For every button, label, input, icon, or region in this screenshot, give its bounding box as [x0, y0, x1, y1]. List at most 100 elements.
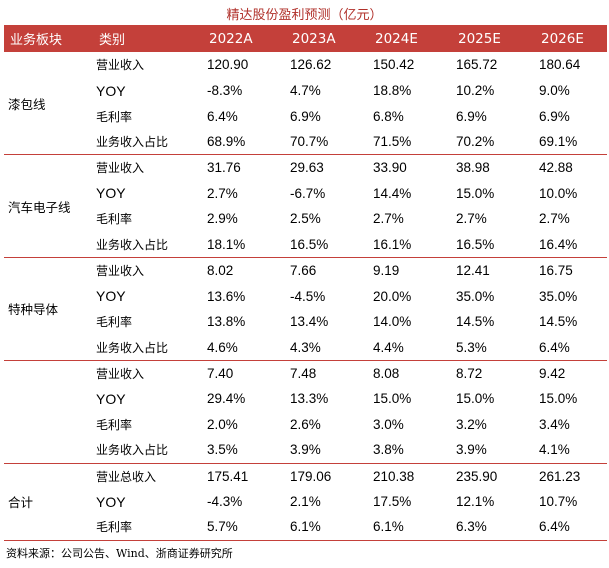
segment-name: 合计: [4, 463, 93, 541]
table-row: 毛利率 6.4% 6.9% 6.8% 6.9% 6.9%: [4, 103, 607, 129]
cell-value: 6.3%: [441, 514, 524, 541]
table-row: 业务收入占比 68.9% 70.7% 71.5% 70.2% 69.1%: [4, 129, 607, 156]
cell-value: 20.0%: [373, 288, 412, 304]
cell-value: 31.76: [207, 160, 241, 176]
table-row: 毛利率 5.7% 6.1% 6.1% 6.3% 6.4%: [4, 514, 607, 541]
cell-value: 8.08: [373, 365, 400, 381]
cell-value: 175.41: [207, 468, 249, 484]
cell-value: 29.4%: [207, 391, 246, 407]
cell-value: 2.7%: [207, 185, 238, 201]
cell-value: 2.5%: [290, 211, 321, 227]
cell-value: 69.1%: [524, 129, 607, 156]
cell-value: 3.8%: [358, 437, 441, 464]
cell-value: 17.5%: [373, 494, 412, 510]
cell-value: 5.7%: [192, 514, 275, 541]
cell-value: 2.0%: [207, 416, 238, 432]
table-row: 特种导体 营业收入 8.02 7.66 9.19 12.41 16.75: [4, 257, 607, 361]
cell-value: 38.98: [456, 160, 490, 176]
cell-value: 9.19: [373, 263, 400, 279]
cell-value: 35.0%: [539, 288, 578, 304]
table-row: YOY 13.6% -4.5% 20.0% 35.0% 35.0%: [4, 283, 607, 309]
header-category: 类别: [93, 25, 192, 52]
table-row: 汽车电子线 营业收入 31.76 29.63 33.90 38.98 42.88: [4, 154, 607, 258]
row-category: YOY: [96, 185, 126, 202]
row-category: 毛利率: [96, 315, 133, 330]
row-category: 毛利率: [96, 417, 133, 432]
row-category: 业务收入占比: [93, 437, 192, 464]
cell-value: 6.4%: [524, 514, 607, 541]
cell-value: 71.5%: [358, 129, 441, 156]
row-category: 毛利率: [96, 109, 133, 124]
cell-value: 13.3%: [290, 391, 329, 407]
cell-value: 6.1%: [275, 514, 358, 541]
row-category: YOY: [96, 82, 126, 99]
cell-value: 4.4%: [358, 334, 441, 361]
header-segment: 业务板块: [4, 25, 93, 52]
row-category: 业务收入占比: [93, 231, 192, 258]
cell-value: 15.0%: [539, 391, 578, 407]
cell-value: 6.4%: [207, 108, 238, 124]
cell-value: 70.7%: [275, 129, 358, 156]
cell-value: 15.0%: [373, 391, 412, 407]
cell-value: 2.6%: [290, 416, 321, 432]
cell-value: 12.41: [456, 263, 490, 279]
cell-value: 14.0%: [373, 314, 412, 330]
row-category: 业务收入占比: [93, 334, 192, 361]
cell-value: 2.7%: [456, 211, 487, 227]
table-row: 合计 营业总收入 175.41 179.06 210.38 235.90 261.23: [4, 463, 607, 541]
cell-value: 7.40: [207, 365, 234, 381]
cell-value: 10.7%: [539, 494, 578, 510]
cell-value: 2.7%: [539, 211, 570, 227]
cell-value: 70.2%: [441, 129, 524, 156]
cell-value: 16.5%: [275, 231, 358, 258]
table-body: 漆包线 营业收入 120.90 126.62 150.42 165.72 180.64 YOY…: [4, 52, 607, 541]
segment-name: 汽车电子线: [4, 154, 93, 258]
cell-value: 165.72: [456, 57, 498, 73]
cell-value: 7.48: [290, 365, 317, 381]
row-category: YOY: [96, 288, 126, 305]
cell-value: 6.8%: [373, 108, 404, 124]
row-category: 营业总收入: [96, 469, 157, 484]
table-row: YOY 29.4% 13.3% 15.0% 15.0% 15.0%: [4, 386, 607, 412]
cell-value: 2.1%: [290, 494, 321, 510]
header-2023a: 2023A: [275, 25, 358, 52]
cell-value: 33.90: [373, 160, 407, 176]
cell-value: 42.88: [539, 160, 573, 176]
table-row: 业务收入占比 18.1% 16.5% 16.1% 16.5% 16.4%: [4, 231, 607, 258]
header-row: 业务板块 类别 2022A 2023A 2024E 2025E 2026E: [4, 25, 607, 52]
header-2022a: 2022A: [192, 25, 275, 52]
cell-value: 150.42: [373, 57, 415, 73]
cell-value: 18.8%: [373, 83, 412, 99]
cell-value: 68.9%: [192, 129, 275, 156]
cell-value: 13.4%: [290, 314, 329, 330]
row-category: YOY: [96, 390, 126, 407]
row-category: 营业收入: [96, 58, 145, 73]
cell-value: 16.5%: [441, 231, 524, 258]
table-row: YOY -4.3% 2.1% 17.5% 12.1% 10.7%: [4, 489, 607, 515]
table-row: 业务收入占比 4.6% 4.3% 4.4% 5.3% 6.4%: [4, 334, 607, 361]
cell-value: -8.3%: [207, 83, 243, 99]
cell-value: 3.4%: [539, 416, 570, 432]
row-category: 毛利率: [96, 212, 133, 227]
table-row: YOY -8.3% 4.7% 18.8% 10.2% 9.0%: [4, 78, 607, 104]
cell-value: 9.0%: [539, 83, 570, 99]
header-2024e: 2024E: [358, 25, 441, 52]
cell-value: 15.0%: [456, 185, 495, 201]
cell-value: 4.1%: [524, 437, 607, 464]
cell-value: 29.63: [290, 160, 324, 176]
source-note: 资料来源：公司公告、Wind、浙商证券研究所: [6, 547, 233, 560]
cell-value: 180.64: [539, 57, 581, 73]
cell-value: 3.5%: [192, 437, 275, 464]
cell-value: 13.8%: [207, 314, 246, 330]
cell-value: 10.0%: [539, 185, 578, 201]
table-row: 营业收入 7.40 7.48 8.08 8.72 9.42: [4, 360, 607, 464]
header-2025e: 2025E: [441, 25, 524, 52]
cell-value: -4.3%: [207, 494, 243, 510]
cell-value: 4.3%: [275, 334, 358, 361]
cell-value: 210.38: [373, 468, 415, 484]
segment-name: 特种导体: [4, 257, 93, 361]
cell-value: 6.9%: [539, 108, 570, 124]
cell-value: 16.1%: [358, 231, 441, 258]
cell-value: 5.3%: [441, 334, 524, 361]
header-2026e: 2026E: [524, 25, 607, 52]
